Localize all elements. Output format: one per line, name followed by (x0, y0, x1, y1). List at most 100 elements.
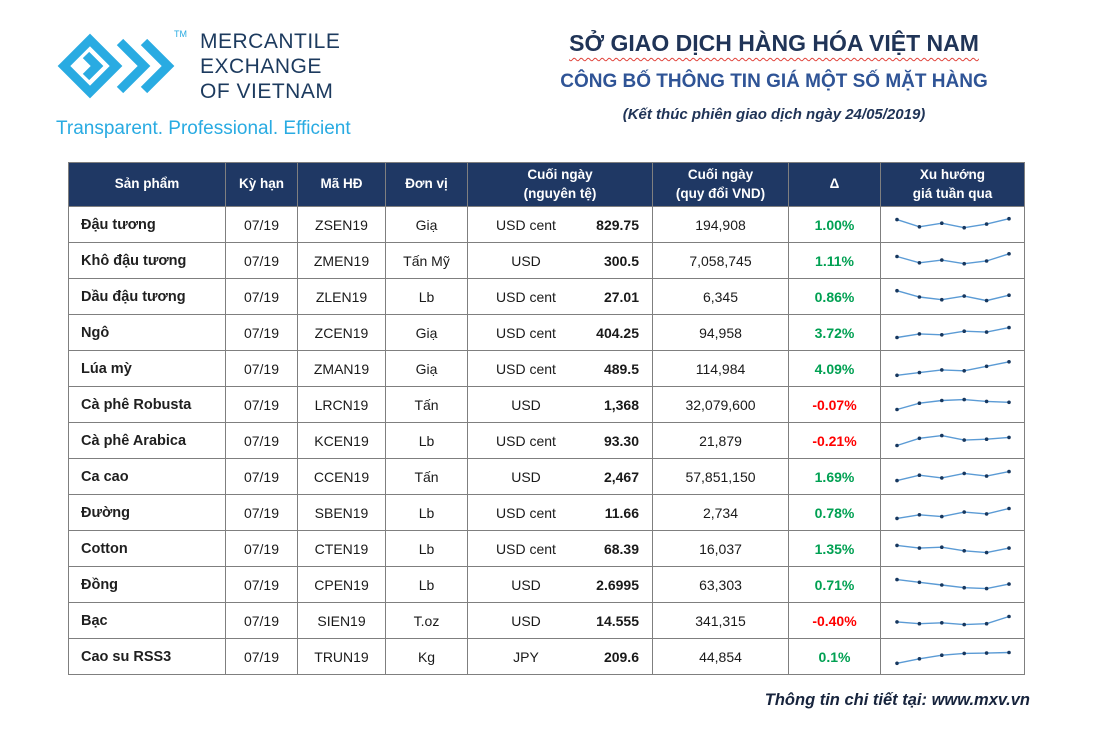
native-currency: USD cent (496, 540, 556, 557)
native-close: 300.5 (603, 252, 639, 269)
contract-term: 07/19 (225, 458, 298, 495)
trend-cell (880, 566, 1025, 603)
delta-value: 1.35% (814, 540, 855, 557)
close-native-cell: USD cent 93.30 (467, 422, 653, 459)
close-native-cell: USD 14.555 (467, 602, 653, 639)
product-name: Đậu tương (68, 206, 226, 243)
col-header-term: Kỳ hạn (225, 162, 298, 207)
vnd-close: 194,908 (652, 206, 789, 243)
contract-code: CTEN19 (297, 530, 386, 567)
session-date: (Kết thúc phiên giao dịch ngày 24/05/201… (622, 106, 926, 123)
delta-value: 1.00% (814, 216, 855, 233)
trademark-symbol: TM (174, 29, 187, 39)
native-currency: USD cent (496, 288, 556, 305)
close-native-cell: USD cent 11.66 (467, 494, 653, 531)
commodity-price-table: Sản phẩm Kỳ hạn Mã HĐ Đơn vị Cuối ngày (… (68, 162, 1025, 675)
vnd-close: 32,079,600 (652, 386, 789, 423)
close-native-cell: USD cent 404.25 (467, 314, 653, 351)
table-row: Ngô 07/19 ZCEN19 Giạ USD cent 404.25 94,… (68, 314, 1025, 351)
brand-block: TM MERCANTILE EXCHANGE OF VIETNAM Transp… (56, 26, 351, 140)
contract-code: LRCN19 (297, 386, 386, 423)
delta-cell: -0.07% (788, 386, 881, 423)
delta-cell: 1.35% (788, 530, 881, 567)
native-currency: USD (511, 468, 541, 485)
trend-cell (880, 530, 1025, 567)
product-name: Cotton (68, 530, 226, 567)
delta-value: 1.11% (815, 252, 854, 269)
vnd-close: 7,058,745 (652, 242, 789, 279)
table-row: Đường 07/19 SBEN19 Lb USD cent 11.66 2,7… (68, 494, 1025, 531)
unit: Kg (385, 638, 468, 675)
table-body: Đậu tương 07/19 ZSEN19 Giạ USD cent 829.… (68, 206, 1025, 675)
trend-cell (880, 422, 1025, 459)
main-title: SỞ GIAO DỊCH HÀNG HÓA VIỆT NAM (569, 30, 979, 56)
contract-code: ZCEN19 (297, 314, 386, 351)
brand-name: MERCANTILE EXCHANGE OF VIETNAM (200, 26, 340, 104)
vnd-close: 6,345 (652, 278, 789, 315)
native-currency: USD (511, 576, 541, 593)
contract-term: 07/19 (225, 314, 298, 351)
trend-cell (880, 206, 1025, 243)
table-row: Bạc 07/19 SIEN19 T.oz USD 14.555 341,315… (68, 602, 1025, 639)
product-name: Cao su RSS3 (68, 638, 226, 675)
trend-sparkline-chart (894, 543, 1011, 554)
contract-code: ZMAN19 (297, 350, 386, 387)
native-currency: USD cent (496, 324, 556, 341)
product-name: Đường (68, 494, 226, 531)
delta-cell: 0.86% (788, 278, 881, 315)
native-close: 404.25 (596, 324, 639, 341)
native-close: 2.6995 (596, 576, 639, 593)
vnd-close: 114,984 (652, 350, 789, 387)
close-native-cell: USD cent 27.01 (467, 278, 653, 315)
col-header-unit: Đơn vị (385, 162, 468, 207)
trend-sparkline-chart (894, 614, 1011, 626)
native-currency: USD (511, 396, 541, 413)
trend-sparkline-chart (894, 251, 1011, 265)
native-close: 27.01 (603, 288, 639, 305)
product-name: Lúa mỳ (68, 350, 226, 387)
trend-cell (880, 458, 1025, 495)
trend-cell (880, 278, 1025, 315)
unit: T.oz (385, 602, 468, 639)
table-row: Cao su RSS3 07/19 TRUN19 Kg JPY 209.6 44… (68, 638, 1025, 675)
product-name: Khô đậu tương (68, 242, 226, 279)
delta-value: -0.07% (812, 396, 857, 413)
delta-cell: 3.72% (788, 314, 881, 351)
contract-code: ZSEN19 (297, 206, 386, 243)
vnd-close: 16,037 (652, 530, 789, 567)
contract-term: 07/19 (225, 566, 298, 603)
contract-term: 07/19 (225, 206, 298, 243)
vnd-close: 21,879 (652, 422, 789, 459)
unit: Tấn (385, 386, 468, 423)
delta-value: 1.69% (814, 468, 855, 485)
table-row: Cà phê Robusta 07/19 LRCN19 Tấn USD 1,36… (68, 386, 1025, 423)
title-block: SỞ GIAO DỊCH HÀNG HÓA VIỆT NAM CÔNG BỐ T… (494, 26, 1054, 123)
native-close: 1,368 (603, 396, 639, 413)
vnd-close: 63,303 (652, 566, 789, 603)
unit: Giạ (385, 206, 468, 243)
col-header-delta: Δ (788, 162, 881, 207)
close-native-cell: USD cent 68.39 (467, 530, 653, 567)
trend-sparkline-chart (894, 216, 1011, 229)
native-currency: USD cent (496, 216, 556, 233)
native-close: 93.30 (603, 432, 639, 449)
delta-cell: 0.71% (788, 566, 881, 603)
table-row: Đậu tương 07/19 ZSEN19 Giạ USD cent 829.… (68, 206, 1025, 243)
footer-note: Thông tin chi tiết tại: www.mxv.vn (764, 691, 1030, 709)
product-name: Đồng (68, 566, 226, 603)
col-header-close-vnd: Cuối ngày (quy đổi VND) (652, 162, 789, 207)
table-row: Dầu đậu tương 07/19 ZLEN19 Lb USD cent 2… (68, 278, 1025, 315)
delta-cell: 1.11% (788, 242, 881, 279)
mxv-logo-icon: TM (57, 29, 187, 99)
contract-code: CCEN19 (297, 458, 386, 495)
subtitle: CÔNG BỐ THÔNG TIN GIÁ MỘT SỐ MẶT HÀNG (560, 71, 988, 92)
table-row: Cotton 07/19 CTEN19 Lb USD cent 68.39 16… (68, 530, 1025, 567)
delta-value: 0.1% (818, 648, 851, 665)
contract-code: SIEN19 (297, 602, 386, 639)
product-name: Ngô (68, 314, 226, 351)
native-close: 489.5 (603, 360, 639, 377)
close-native-cell: USD 1,368 (467, 386, 653, 423)
unit: Tấn (385, 458, 468, 495)
page-header: TM MERCANTILE EXCHANGE OF VIETNAM Transp… (0, 26, 1094, 140)
delta-cell: 1.69% (788, 458, 881, 495)
